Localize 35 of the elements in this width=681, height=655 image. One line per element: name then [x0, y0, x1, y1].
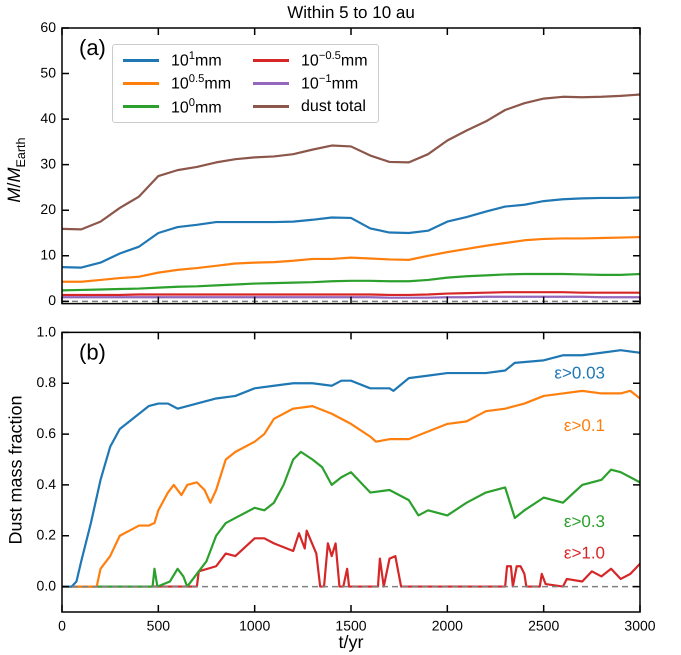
y-tick-label: 0	[48, 292, 56, 308]
x-tick-label: 2000	[432, 617, 464, 634]
x-tick-label: 500	[146, 617, 170, 634]
legend-label: dust total	[301, 98, 366, 116]
y-tick-label: 0.8	[36, 374, 56, 390]
y-tick-label: 0.4	[36, 476, 56, 492]
legend-label: 10$^{−0.5}$mm	[301, 50, 368, 70]
series-label: ε>0.3	[564, 512, 605, 532]
x-tick-label: 1000	[239, 617, 270, 634]
x-tick-label: 3000	[624, 617, 656, 634]
series-label: ε>1.0	[564, 543, 605, 562]
y-tick-label: 30	[40, 156, 56, 172]
series-label: ε>0.1	[564, 416, 605, 436]
y-tick-label: 0.0	[36, 577, 56, 594]
y-tick-label: 60	[40, 18, 56, 35]
x-tick-label: 1500	[335, 617, 367, 634]
annotation: (b)	[79, 339, 106, 364]
y-tick-label: 40	[40, 110, 56, 126]
y-tick-label: 1.0	[36, 323, 56, 340]
annotation: (a)	[79, 35, 106, 60]
legend-label: 10$^{1}$mm	[171, 50, 222, 70]
x-axis-title: t/yr	[338, 632, 364, 653]
y-tick-label: 50	[40, 64, 56, 80]
legend-label: 10$^{0.5}$mm	[171, 73, 232, 94]
x-tick-label: 0	[58, 617, 66, 634]
chart-title: Within 5 to 10 au	[286, 3, 416, 23]
y-tick-label: 0.2	[36, 526, 56, 543]
x-tick-label: 2500	[528, 617, 560, 634]
y-tick-label: 10	[40, 246, 56, 263]
legend-label: 10$^{0}$mm	[171, 96, 222, 117]
series-label: ε>0.03	[554, 363, 605, 382]
legend-label: 10$^{−1}$mm	[301, 73, 358, 94]
y-axis-title: Dust mass fraction	[6, 394, 26, 544]
y-tick-label: 20	[40, 201, 56, 218]
y-tick-label: 0.6	[36, 424, 56, 441]
